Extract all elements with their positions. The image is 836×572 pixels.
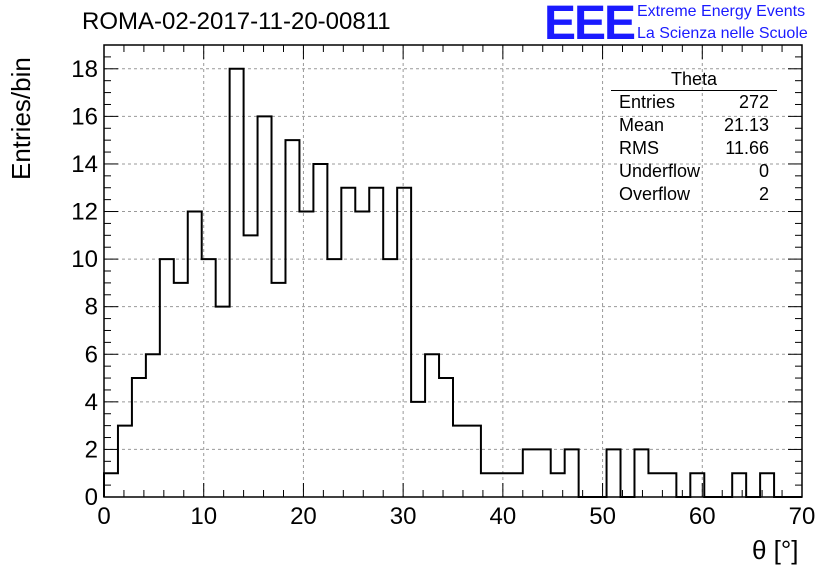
histogram-bin bbox=[174, 283, 188, 497]
histogram-bin bbox=[369, 188, 383, 497]
histogram-bin bbox=[272, 283, 286, 497]
stats-row-entries: Entries 272 bbox=[611, 91, 777, 114]
stats-row-overflow: Overflow 2 bbox=[611, 183, 777, 206]
histogram-bin bbox=[439, 378, 453, 497]
x-tick-label: 10 bbox=[190, 503, 217, 530]
x-tick-label: 30 bbox=[390, 503, 417, 530]
chart-title: ROMA-02-2017-11-20-00811 bbox=[82, 8, 391, 35]
stats-value: 2 bbox=[758, 184, 769, 204]
histogram-bin bbox=[495, 473, 509, 497]
histogram-bin bbox=[327, 259, 341, 497]
x-axis-label: θ [°] bbox=[752, 535, 799, 565]
histogram-outline bbox=[103, 67, 802, 498]
y-tick-label: 2 bbox=[85, 436, 98, 463]
stats-label: Entries bbox=[619, 92, 676, 112]
histogram-bin bbox=[230, 69, 244, 497]
stats-row-underflow: Underflow 0 bbox=[611, 160, 777, 183]
x-tick-label: 50 bbox=[589, 503, 616, 530]
stats-value: 11.66 bbox=[725, 138, 769, 158]
histogram-bin bbox=[453, 426, 467, 497]
histogram-bin bbox=[216, 307, 230, 497]
stats-value: 0 bbox=[758, 161, 769, 181]
histogram-bin bbox=[425, 354, 439, 497]
y-tick-label: 0 bbox=[85, 484, 98, 511]
histogram-bin bbox=[662, 473, 676, 497]
eee-logo: EEE bbox=[544, 0, 636, 50]
histogram-bin bbox=[383, 259, 397, 497]
stats-label: Overflow bbox=[619, 184, 691, 204]
histogram-bin bbox=[397, 188, 411, 497]
stats-row-mean: Mean 21.13 bbox=[611, 114, 777, 137]
x-tick-label: 20 bbox=[290, 503, 317, 530]
stats-box: Theta Entries 272 Mean 21.13 RMS 11.66 Unde… bbox=[611, 68, 777, 206]
histogram-bin bbox=[648, 473, 662, 497]
histogram-bin bbox=[565, 449, 579, 497]
histogram-bin bbox=[244, 235, 258, 497]
histogram-bin bbox=[132, 378, 146, 497]
stats-value: 21.13 bbox=[723, 115, 769, 135]
histogram-bin bbox=[118, 426, 132, 497]
x-tick-label: 40 bbox=[490, 503, 517, 530]
stats-label: Underflow bbox=[619, 161, 701, 181]
x-tick-label: 60 bbox=[689, 503, 716, 530]
y-axis-label: Entries/bin bbox=[6, 57, 36, 180]
y-tick-label: 6 bbox=[85, 341, 98, 368]
stats-row-rms: RMS 11.66 bbox=[611, 137, 777, 160]
histogram-bin bbox=[467, 426, 481, 497]
histogram-bin bbox=[160, 259, 174, 497]
y-tick-label: 16 bbox=[71, 103, 98, 130]
histogram-bin bbox=[146, 354, 160, 497]
y-tick-label: 10 bbox=[71, 246, 98, 273]
y-tick-label: 8 bbox=[85, 294, 98, 321]
histogram-bin bbox=[607, 449, 621, 497]
logo-subtitle-2: La Scienza nelle Scuole bbox=[637, 25, 808, 42]
axis-ticks bbox=[103, 44, 803, 498]
histogram-series bbox=[103, 67, 802, 498]
histogram-bin bbox=[523, 449, 537, 497]
logo-subtitle-1: Extreme Energy Events bbox=[637, 3, 806, 20]
x-tick-label: 0 bbox=[97, 503, 110, 530]
histogram-bin bbox=[537, 449, 551, 497]
y-tick-label: 12 bbox=[71, 199, 98, 226]
y-axis-label-wrap: Entries/bin bbox=[6, 57, 36, 180]
histogram-bin bbox=[299, 212, 313, 497]
histogram-bin bbox=[509, 473, 523, 497]
y-tick-label: 18 bbox=[71, 56, 98, 83]
stats-label: RMS bbox=[619, 138, 659, 158]
stats-title: Theta bbox=[611, 68, 777, 91]
y-tick-label: 14 bbox=[71, 151, 98, 178]
x-tick-label: 70 bbox=[789, 503, 816, 530]
stats-value: 272 bbox=[738, 92, 769, 112]
stats-label: Mean bbox=[619, 115, 665, 135]
histogram-bin bbox=[341, 188, 355, 497]
histogram-bin bbox=[634, 449, 648, 497]
histogram-bin bbox=[732, 473, 746, 497]
y-tick-label: 4 bbox=[85, 389, 98, 416]
histogram-bin bbox=[313, 164, 327, 497]
histogram-bin bbox=[258, 116, 272, 497]
histogram-bin bbox=[285, 140, 299, 497]
